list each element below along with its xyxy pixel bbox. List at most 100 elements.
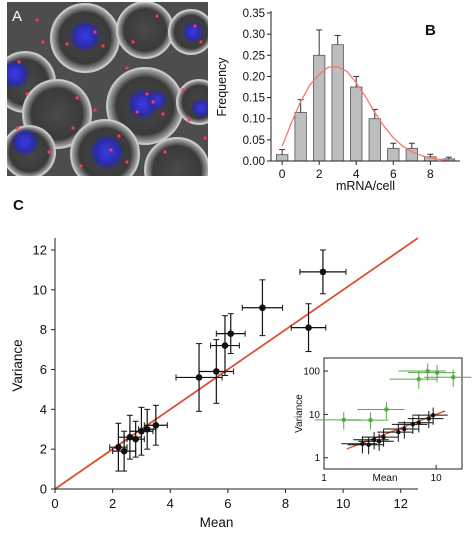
scatter-chart: 0 2 4 6 8 10 12 0 2 4 6 8 10 12 Mean Variance 1 10 100 1 10 M… bbox=[10, 237, 472, 530]
y-tick-label: 12 bbox=[33, 242, 47, 257]
y-tick-label: 0.25 bbox=[243, 50, 265, 62]
mrna-spot bbox=[75, 96, 79, 100]
panel-label-b: B bbox=[425, 22, 436, 39]
cell-nucleus bbox=[191, 98, 208, 118]
y-tick-label: 0.20 bbox=[243, 71, 265, 83]
data-point bbox=[195, 374, 203, 381]
inset-y-tick-label: 100 bbox=[303, 367, 320, 378]
mrna-spot bbox=[109, 148, 113, 152]
y-tick-label: 0.15 bbox=[243, 93, 265, 105]
histogram-bar bbox=[294, 111, 307, 162]
inset-data-point bbox=[360, 441, 365, 446]
mrna-spot bbox=[193, 24, 197, 28]
y-tick-label: 0.05 bbox=[243, 135, 265, 147]
mrna-spot bbox=[101, 44, 105, 48]
x-tick-label: 2 bbox=[316, 167, 323, 181]
mrna-spot bbox=[145, 92, 149, 96]
mrna-spot bbox=[117, 134, 121, 138]
inset-data-point bbox=[396, 429, 401, 435]
mrna-spot bbox=[161, 112, 165, 116]
inset-frame bbox=[323, 357, 463, 470]
data-point bbox=[115, 443, 122, 451]
histogram-bar bbox=[405, 147, 418, 162]
x-tick-label: 8 bbox=[427, 167, 434, 181]
x-tick-label: 0 bbox=[51, 496, 58, 511]
mrna-spot bbox=[199, 40, 203, 44]
x-tick-label: 10 bbox=[336, 496, 350, 511]
panel-label-c: C bbox=[13, 197, 24, 214]
fit-curve bbox=[281, 66, 449, 161]
y-tick-label: 0 bbox=[40, 482, 47, 497]
x-tick-label: 2 bbox=[109, 496, 116, 511]
inset-y-tick-label: 1 bbox=[314, 453, 320, 464]
inset-data-point bbox=[376, 439, 382, 444]
histogram-bar bbox=[275, 154, 289, 162]
mrna-spot bbox=[187, 118, 191, 122]
x-tick-label: 6 bbox=[224, 496, 231, 511]
inset-data-point bbox=[366, 442, 371, 447]
cell-nucleus bbox=[11, 128, 39, 156]
y-axis-label: Frequency bbox=[215, 57, 229, 117]
histogram-bar bbox=[331, 44, 344, 162]
x-tick-label: 4 bbox=[167, 496, 174, 511]
histogram-bar bbox=[350, 86, 363, 162]
mrna-spot bbox=[79, 164, 83, 168]
mrna-spot bbox=[163, 150, 167, 154]
data-point bbox=[319, 268, 327, 276]
inset-x-tick-label: 10 bbox=[431, 473, 443, 484]
inset-y-tick-label: 10 bbox=[309, 410, 321, 421]
data-point bbox=[132, 435, 139, 443]
mrna-spot bbox=[15, 126, 19, 130]
y-axis-label: Variance bbox=[10, 339, 25, 391]
x-tick-label: 6 bbox=[390, 167, 397, 181]
mrna-spot bbox=[17, 60, 21, 64]
mrna-spot bbox=[131, 40, 135, 44]
inset-data-point bbox=[402, 426, 407, 432]
inset-x-axis-label: Mean bbox=[372, 473, 397, 484]
mrna-spot bbox=[93, 30, 97, 34]
mrna-spot bbox=[125, 66, 129, 70]
x-axis-label: Mean bbox=[200, 515, 234, 530]
panel-label-a: A bbox=[12, 8, 23, 25]
mrna-spot bbox=[65, 42, 69, 46]
inset-data-point bbox=[434, 370, 440, 375]
data-point bbox=[143, 425, 151, 433]
micrograph-panel-a bbox=[7, 2, 208, 176]
y-tick-label: 6 bbox=[40, 362, 47, 377]
y-tick-label: 0.30 bbox=[243, 29, 265, 41]
inset-data-point bbox=[426, 416, 432, 421]
mrna-spot bbox=[155, 14, 159, 18]
data-point bbox=[213, 368, 220, 375]
inset-y-axis-label: Variance bbox=[294, 394, 305, 433]
y-tick-label: 8 bbox=[40, 322, 47, 337]
mrna-spot bbox=[93, 108, 97, 112]
mrna-spot bbox=[203, 136, 207, 140]
mrna-spot bbox=[25, 92, 29, 96]
cell-nucleus bbox=[147, 90, 167, 110]
data-point bbox=[120, 447, 128, 455]
y-tick-label: 4 bbox=[40, 402, 47, 417]
inset-data-point bbox=[416, 420, 421, 425]
inset-data-point bbox=[430, 412, 436, 418]
data-point bbox=[221, 342, 229, 349]
inset-data-point bbox=[368, 417, 373, 423]
mrna-spot bbox=[71, 126, 75, 130]
mrna-spot bbox=[47, 150, 51, 154]
x-tick-label: 4 bbox=[353, 167, 360, 181]
yeast-cell bbox=[144, 137, 208, 176]
mrna-spot bbox=[125, 160, 129, 164]
y-tick-label: 2 bbox=[40, 442, 47, 457]
inset-data-point bbox=[451, 375, 456, 380]
mrna-spot bbox=[35, 18, 39, 22]
x-tick-label: 12 bbox=[393, 496, 407, 511]
x-axis-label: mRNA/cell bbox=[336, 179, 395, 193]
data-point bbox=[259, 304, 266, 312]
inset-chart: 1 10 100 1 10 Mean Variance bbox=[294, 357, 472, 484]
y-tick-label: 0.35 bbox=[243, 8, 265, 20]
x-tick-label: 8 bbox=[282, 496, 289, 511]
histogram-bar bbox=[368, 118, 381, 162]
data-point bbox=[227, 330, 235, 337]
mrna-spot bbox=[135, 110, 139, 114]
y-tick-label: 0.00 bbox=[243, 156, 265, 168]
y-tick-label: 0.10 bbox=[243, 114, 265, 126]
